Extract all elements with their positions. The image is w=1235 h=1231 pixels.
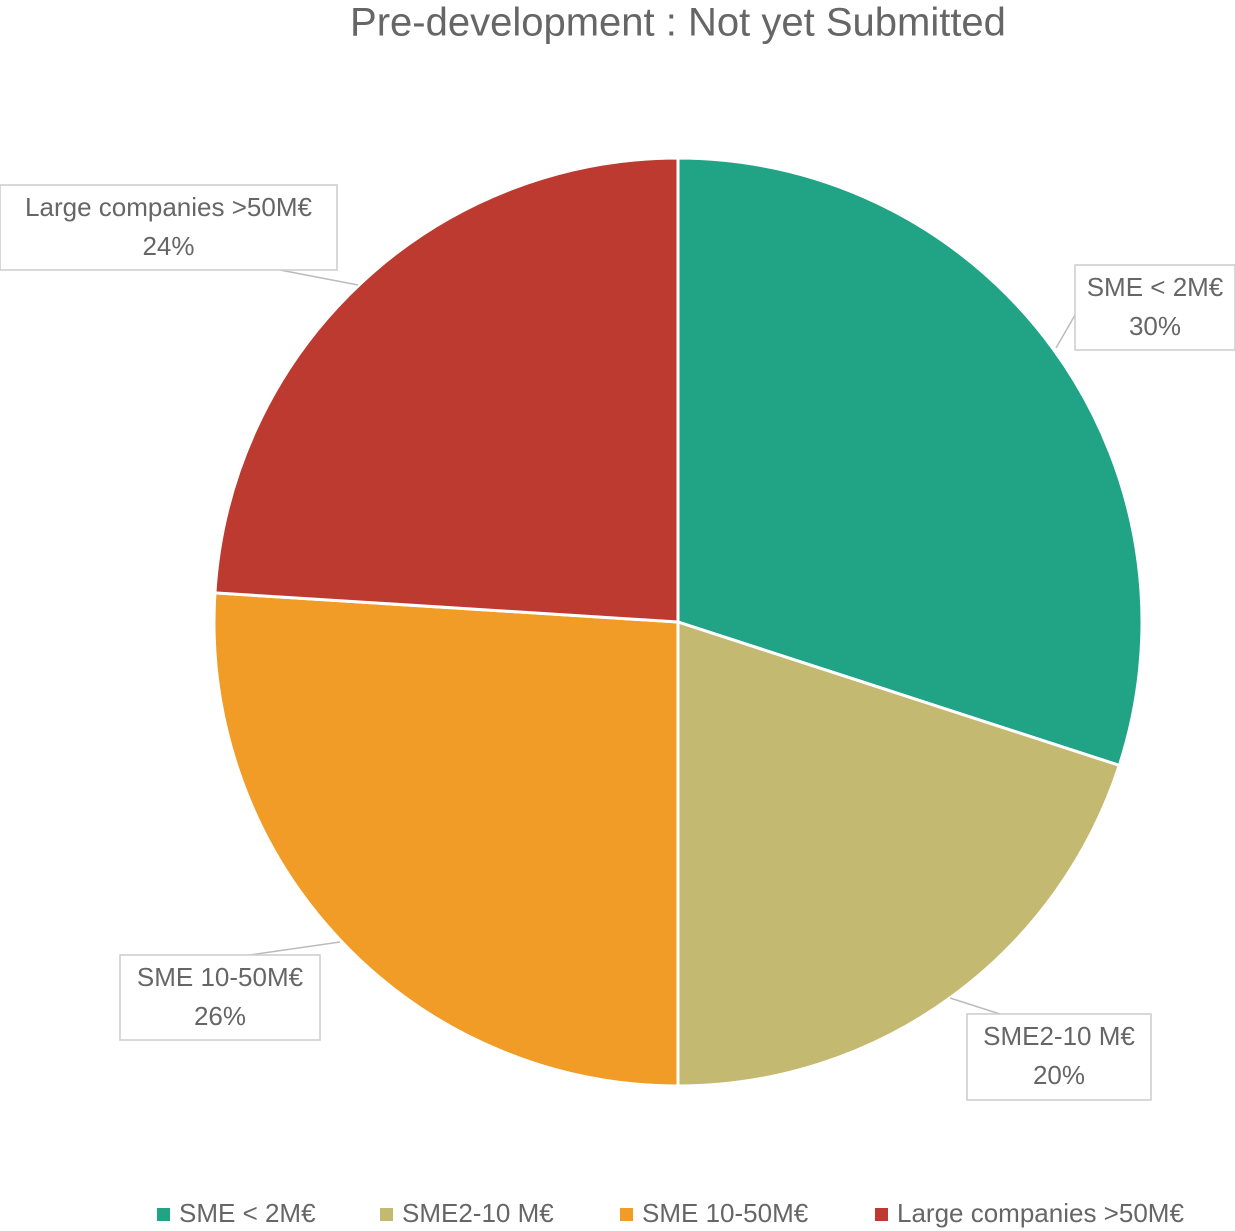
data-label-name: SME 10-50M€ xyxy=(137,962,304,992)
pie-slice xyxy=(212,591,680,1088)
data-label-value: 20% xyxy=(1033,1060,1085,1090)
leader-line xyxy=(279,269,359,286)
legend-label: Large companies >50M€ xyxy=(897,1198,1184,1228)
chart-title: Pre-development : Not yet Submitted xyxy=(350,1,1006,45)
legend-label: SME 10-50M€ xyxy=(642,1198,809,1228)
data-label-box xyxy=(0,184,338,271)
legend-label: SME < 2M€ xyxy=(179,1198,316,1228)
data-label-value: 26% xyxy=(194,1001,246,1031)
pie-slice xyxy=(676,619,1122,1088)
data-label-name: SME2-10 M€ xyxy=(983,1021,1135,1051)
data-label-box xyxy=(966,1013,1152,1101)
legend-label: SME2-10 M€ xyxy=(402,1198,554,1228)
pie-slice xyxy=(676,156,1144,768)
pie-slice xyxy=(213,156,680,624)
data-label-name: SME < 2M€ xyxy=(1087,272,1224,302)
data-label-value: 24% xyxy=(142,231,194,261)
legend-swatch xyxy=(875,1208,888,1221)
leader-line xyxy=(949,997,1001,1015)
data-label-box xyxy=(119,954,321,1041)
legend-swatch xyxy=(380,1208,393,1221)
leader-line xyxy=(249,941,341,956)
leader-line xyxy=(1055,314,1076,349)
legend-swatch xyxy=(157,1208,170,1221)
data-label-name: Large companies >50M€ xyxy=(25,192,312,222)
data-label-value: 30% xyxy=(1129,311,1181,341)
legend-swatch xyxy=(620,1208,633,1221)
data-label-box xyxy=(1074,264,1235,351)
